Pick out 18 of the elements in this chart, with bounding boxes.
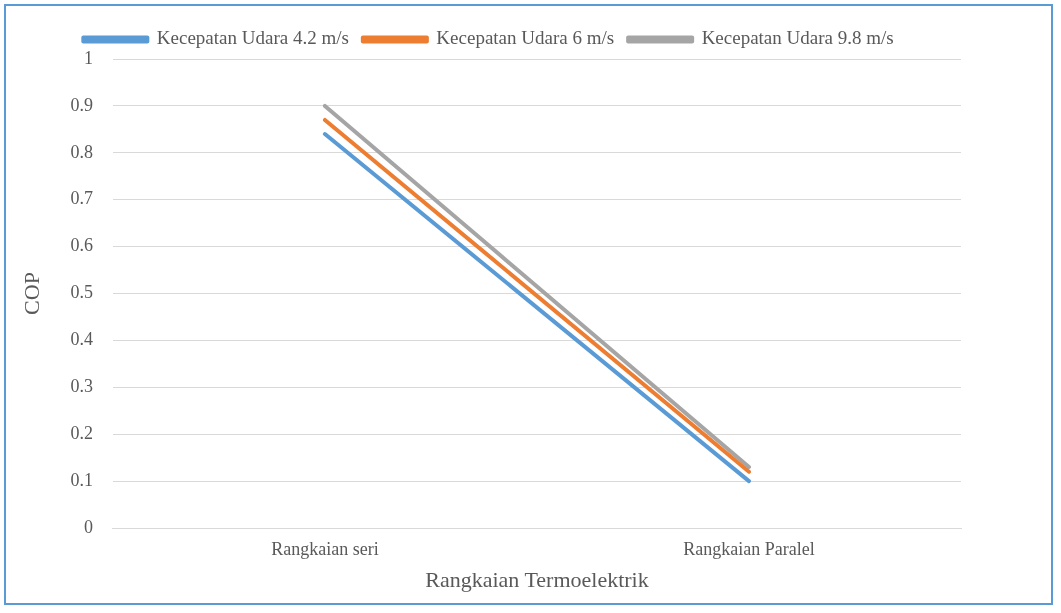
y-tick-label: 1 [83, 47, 93, 68]
x-tick-label: Rangkaian Paralel [683, 538, 815, 559]
y-tick-label: 0.5 [70, 282, 93, 303]
y-tick-label: 0.3 [70, 376, 93, 397]
y-tick-label: 0.2 [70, 422, 93, 443]
y-tick-label: 0 [83, 516, 93, 537]
x-tick-label: Rangkaian seri [271, 538, 379, 559]
y-tick-label: 0.8 [70, 141, 93, 162]
y-axis-title: COP [18, 272, 44, 315]
y-tick-label: 0.7 [70, 188, 93, 209]
x-axis-title: Rangkaian Termoelektrik [425, 566, 649, 592]
y-tick-label: 0.4 [70, 329, 93, 350]
legend-label: Kecepatan Udara 9.8 m/s [701, 27, 894, 49]
y-tick-label: 0.6 [70, 235, 93, 256]
y-tick-label: 0.1 [70, 469, 93, 490]
legend-label: Kecepatan Udara 6 m/s [436, 27, 615, 49]
y-tick-label: 0.9 [70, 94, 93, 115]
legend-label: Kecepatan Udara 4.2 m/s [156, 27, 349, 49]
